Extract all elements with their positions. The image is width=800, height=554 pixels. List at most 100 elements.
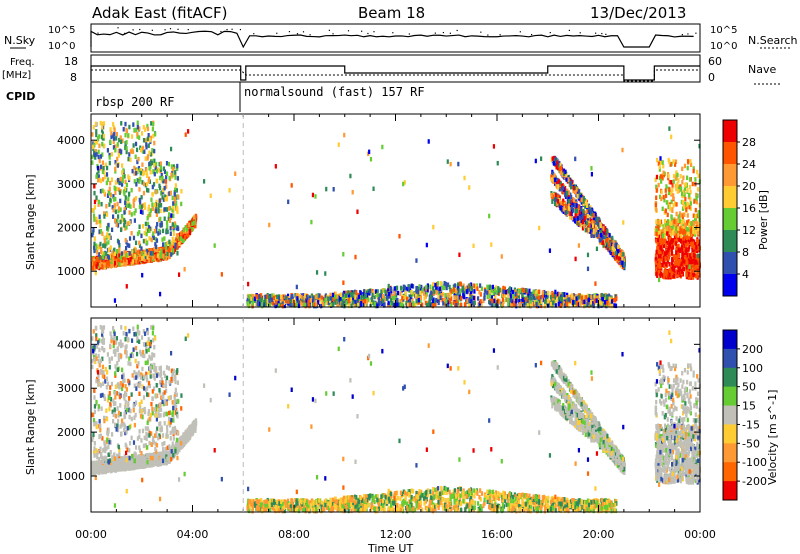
power-cell [518,288,521,294]
power-cell [154,189,158,195]
power-cell [548,300,552,305]
power-cell [113,127,116,132]
power-cell [569,181,572,186]
power-cell [573,203,577,208]
power-cell [430,290,433,296]
power-cell [163,185,166,191]
power-cell [125,146,128,151]
power-cell [558,186,561,192]
power-cell [106,165,109,171]
power-cell [184,234,187,240]
power-cell [586,293,589,299]
power-cell [132,203,135,208]
power-cell [470,297,473,303]
power-cell [102,177,105,182]
nsearch-point [132,29,134,31]
power-cell [504,289,507,295]
power-cell [591,220,594,225]
power-cell [571,202,574,208]
power-cell [134,208,137,213]
power-cell [140,246,143,251]
power-cell [592,303,595,309]
power-cell [551,156,554,161]
power-cell [293,299,296,304]
power-cell [445,301,448,307]
power-cell [126,203,129,208]
power-cell [145,231,148,237]
power-cell [125,255,129,261]
cpid-strip: CPID rbsp 200 RF normalsound (fast) 157 … [6,82,425,112]
nsearch-point [239,28,242,31]
power-cell [560,165,563,171]
power-cell [294,293,297,298]
power-cell [468,297,471,302]
power-cell [394,293,398,298]
power-cell [569,184,573,190]
power-cell [549,301,553,307]
nave-series [91,69,700,82]
power-cell [101,251,104,256]
power-cell [94,121,97,127]
power-cell [123,223,126,228]
power-cell [95,174,98,179]
power-cell [307,299,310,305]
power-cell [532,292,536,297]
power-cell [109,235,112,241]
power-cell [579,207,583,212]
power-cell [169,190,172,196]
power-cell [327,296,330,301]
power-cell [396,290,400,296]
power-cell [581,225,585,231]
power-cell [117,252,120,258]
power-cell [125,259,128,265]
power-cell [270,297,274,302]
power-cell [472,295,475,301]
power-cell [135,258,138,264]
power-cell [102,254,105,260]
power-cell [271,293,274,298]
power-cell [383,302,386,307]
power-cell [176,209,179,214]
power-cell [562,198,565,204]
power-cell [176,226,179,232]
power-cell [91,265,95,271]
power-cell [109,139,112,145]
power-cell [180,240,183,246]
power-cells [91,120,701,309]
power-cell [599,222,602,227]
power-cell [532,301,535,307]
power-cell [444,293,447,298]
power-cell [302,296,306,301]
power-cell [119,135,122,140]
power-cell [405,296,409,301]
power-cell [92,213,96,219]
power-cell [462,293,465,299]
power-cell [488,284,491,290]
power-cell [582,201,585,207]
power-cell [415,289,418,294]
power-cell [438,297,441,303]
power-cell [125,187,128,193]
power-cell [586,298,589,304]
power-cell [360,302,363,308]
power-cell [550,174,553,180]
power-cell [139,170,142,176]
power-cell [555,293,558,298]
power-cell [121,138,124,144]
power-cell [501,302,505,307]
power-cell [408,284,411,289]
power-cell [141,224,145,229]
power-cell [187,222,191,228]
power-cell [562,209,565,214]
power-cell [365,295,368,301]
power-cell [118,180,121,186]
power-cell [172,245,175,251]
power-cell [128,251,131,256]
power-cell [448,297,451,303]
power-cell [165,256,168,261]
power-cell [433,289,436,294]
power-cell [136,260,139,265]
power-cell [124,179,127,185]
power-cell [145,227,148,232]
power-cell [110,177,114,182]
